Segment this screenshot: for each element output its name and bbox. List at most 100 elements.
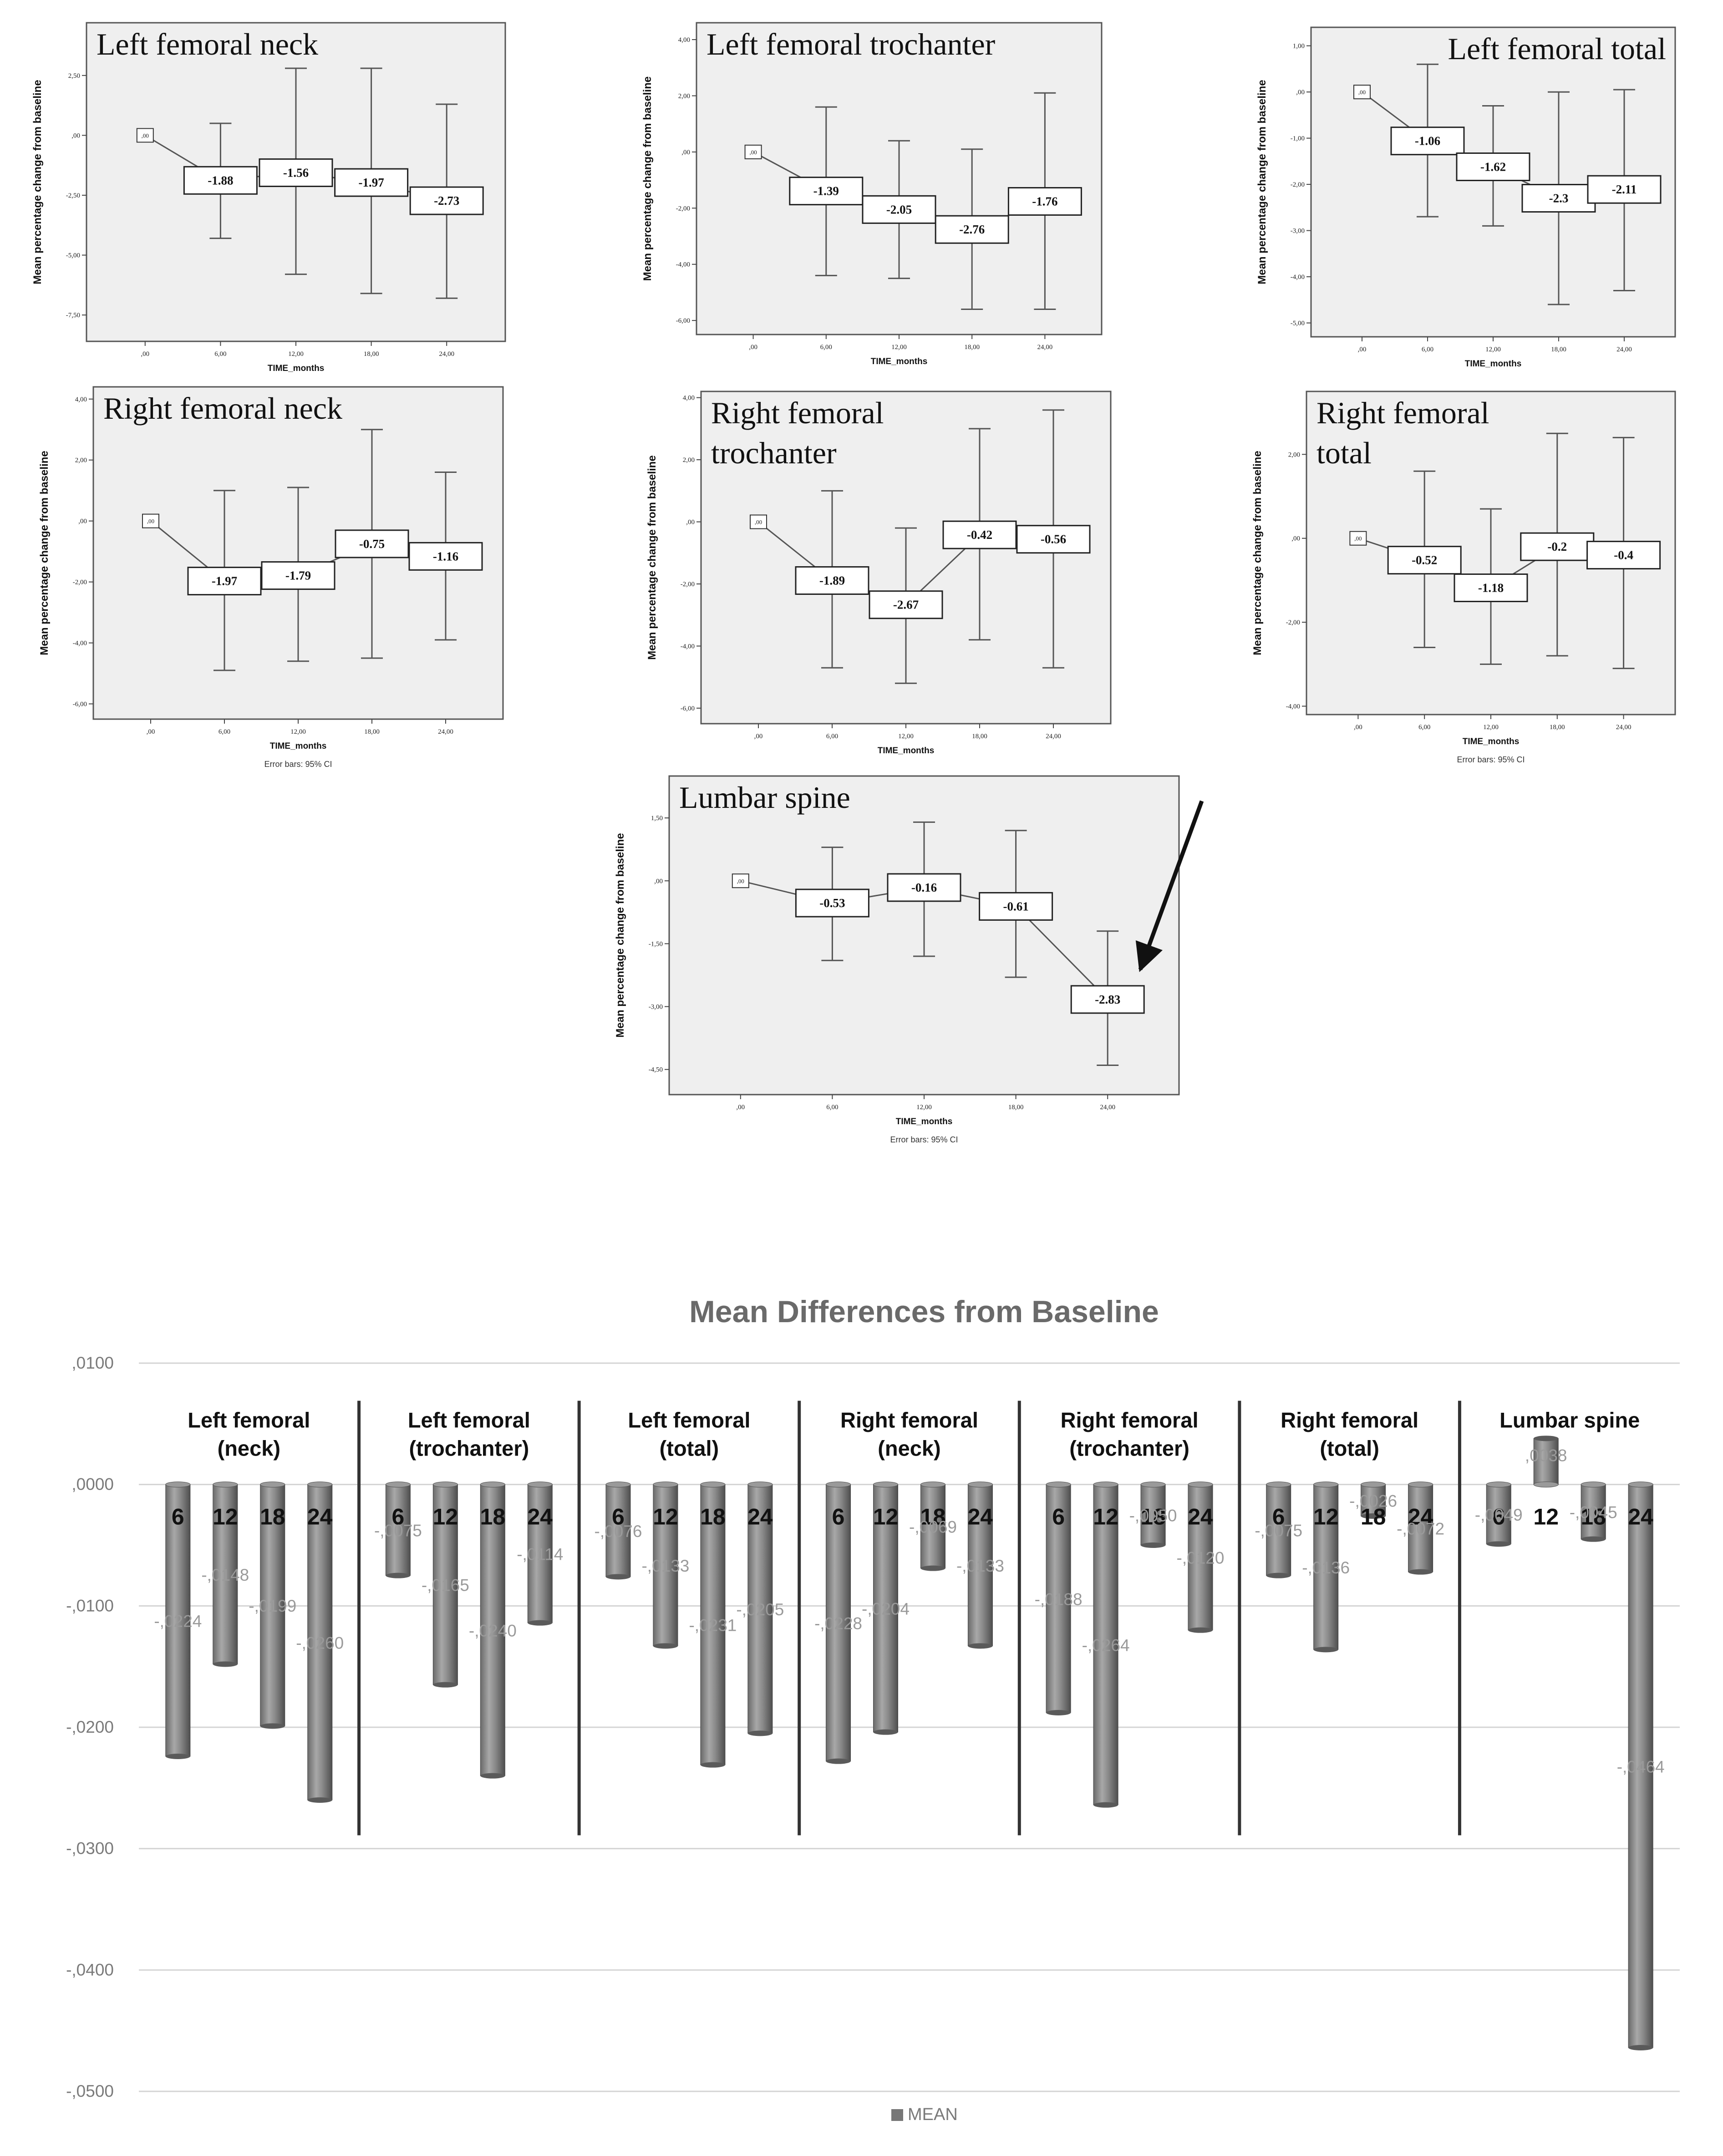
value-label: -,0050 [1129, 1506, 1177, 1525]
mean-label-box [261, 561, 335, 590]
x-tick-label: 6,00 [820, 344, 832, 351]
bar-group-2: Left femoral (trochanter) 6-,0075 12 -,0165 1… [357, 1400, 563, 1836]
bar-end [920, 1565, 945, 1571]
bar-end [433, 1682, 458, 1688]
x-tick-label: 24,00 [439, 350, 454, 358]
y-tick-label: -1,00 [1291, 135, 1305, 142]
group-label: (total) [660, 1436, 719, 1460]
bar-end [1486, 1541, 1511, 1547]
bar [1093, 1484, 1118, 1806]
bar [1628, 1484, 1653, 2048]
x-tick-label: ,00 [749, 344, 757, 351]
mean-label: -1.88 [208, 173, 233, 187]
y-tick-label: -4,00 [681, 643, 695, 650]
x-axis-label: TIME_months [270, 741, 327, 751]
x-tick-label: 12,00 [290, 728, 306, 736]
category-label: 12 [1093, 1504, 1118, 1530]
value-label: -,0133 [956, 1557, 1004, 1575]
bar-cap [653, 1481, 678, 1488]
x-tick-label: 6,00 [1418, 724, 1430, 731]
bar-cap [1361, 1481, 1386, 1488]
category-label: 12 [873, 1504, 899, 1530]
bar [605, 1484, 631, 1577]
y-tick-label: -6,00 [676, 317, 690, 325]
bar-cap [967, 1481, 993, 1488]
value-label: -,0076 [595, 1522, 642, 1541]
bar-cap [1486, 1481, 1511, 1488]
errorbar-charts: 2,50,00-2,50-5,00-7,50,00 6,00 12,00 18,00 2… [31, 22, 1676, 1144]
y-tick-label: -2,00 [1291, 181, 1305, 188]
value-label: -,0188 [1035, 1590, 1083, 1608]
x-tick-label: 18,00 [364, 350, 379, 358]
y-tick-label: -3,00 [1291, 228, 1305, 235]
y-tick-label: ,00 [1296, 89, 1305, 96]
mean-label-box [1521, 184, 1596, 213]
category-label: 18 [480, 1504, 506, 1530]
value-label: -,0204 [862, 1600, 910, 1618]
y-axis-label: Mean percentage change from baseline [31, 80, 44, 284]
mean-label: -2.83 [1095, 993, 1120, 1006]
y-tick-label: ,00 [686, 519, 695, 526]
category-label: 6 [172, 1504, 184, 1530]
bar [826, 1484, 851, 1762]
bar-cap [1188, 1481, 1213, 1488]
x-tick-label: 18,00 [964, 344, 980, 351]
bar [700, 1484, 726, 1765]
mean-label: -1.18 [1478, 581, 1504, 595]
mean-label-box [942, 520, 1017, 549]
value-label: -,0075 [374, 1522, 422, 1540]
legend-swatch [891, 2109, 903, 2121]
mean-label-box [1387, 546, 1462, 575]
baseline-marker [1353, 85, 1371, 100]
category-label: 6 [1052, 1504, 1065, 1530]
value-label: -,0224 [154, 1612, 202, 1630]
y-tick-label: 2,50 [68, 72, 80, 80]
x-tick-label: 24,00 [1100, 1104, 1115, 1111]
bar-cap [1628, 1481, 1653, 1488]
baseline-label: ,00 [749, 149, 757, 156]
mean-label-box [259, 158, 333, 187]
errorbar-chart-1: 2,50 ,00 -2,50 -5,00 -7,50 ,00 6,00 12,00 18,00 2… [31, 22, 506, 373]
x-tick-label: ,00 [1358, 346, 1367, 353]
mean-label-box [1520, 532, 1595, 561]
value-label: -,0133 [641, 1557, 689, 1575]
x-axis-label: TIME_months [896, 1117, 953, 1126]
bar-end [1093, 1802, 1118, 1808]
y-tick-label: -4,00 [73, 640, 87, 647]
bar-cap [826, 1481, 851, 1488]
mean-label: -1.39 [813, 184, 839, 198]
value-label: -,0114 [517, 1545, 563, 1564]
bar-group-5: Right femoral (trochanter) 6 -,0188 12 -,0264… [1017, 1400, 1224, 1836]
y-axis-label: Mean percentage change from baseline [1256, 80, 1268, 284]
group-label: Left femoral [408, 1408, 530, 1432]
y-tick-label: ,00 [78, 518, 87, 525]
y-tick-label: 4,00 [75, 396, 87, 403]
category-label: 12 [433, 1504, 458, 1530]
baseline-marker [732, 873, 749, 888]
x-tick-label: ,00 [147, 728, 155, 736]
y-tick-label: ,0000 [71, 1475, 114, 1494]
x-tick-label: 12,00 [1483, 724, 1499, 731]
value-label: -,0199 [249, 1597, 296, 1615]
y-tick-label: -,0300 [66, 1839, 114, 1858]
bar [307, 1484, 333, 1801]
annotation-arrow [1135, 800, 1204, 972]
mean-label-box [1587, 175, 1662, 204]
chart-title: Right femoral [1316, 396, 1489, 430]
mean-label: -1.97 [358, 176, 384, 189]
bar-cap [1266, 1481, 1291, 1488]
group-label: (trochanter) [409, 1436, 529, 1460]
x-tick-label: 12,00 [288, 350, 304, 358]
bar [480, 1484, 505, 1776]
bar-end [1534, 1436, 1559, 1441]
bar [1486, 1484, 1511, 1544]
bar [385, 1484, 411, 1576]
bar-cap [165, 1481, 191, 1488]
x-tick-label: 12,00 [1485, 346, 1501, 353]
y-tick-label: -2,00 [73, 579, 87, 586]
bar-cap [1140, 1481, 1166, 1488]
category-label: 18 [1361, 1504, 1386, 1530]
value-label: -,0049 [1475, 1506, 1523, 1524]
category-label: 18 [1140, 1504, 1166, 1530]
mean-label: -0.42 [967, 528, 992, 542]
